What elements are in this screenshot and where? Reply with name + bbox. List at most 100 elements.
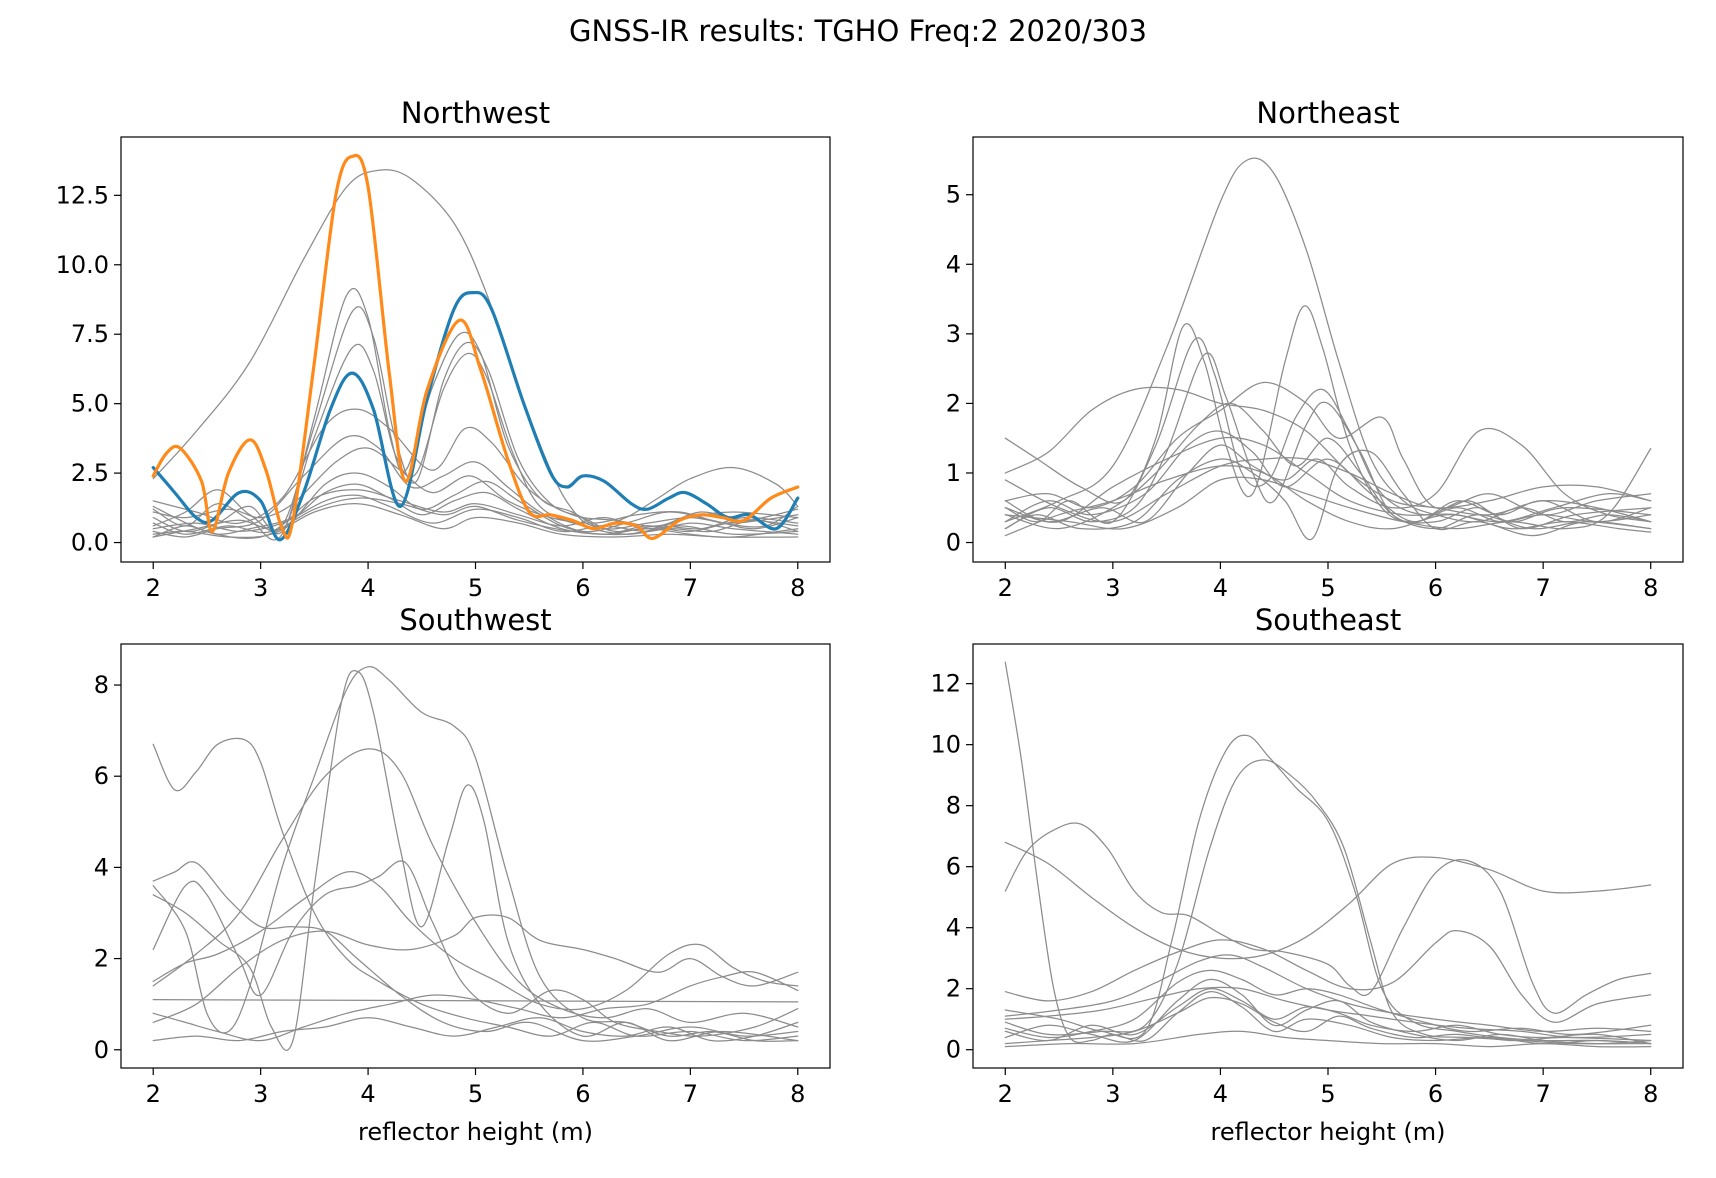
y-tick-label: 6 bbox=[94, 762, 109, 790]
series-group bbox=[152, 666, 799, 1051]
series-line bbox=[152, 670, 799, 1051]
series-line bbox=[152, 870, 799, 1011]
subplot-title: Northeast bbox=[1256, 96, 1399, 130]
x-tick-label: 8 bbox=[1643, 1080, 1658, 1108]
x-tick-label: 7 bbox=[1536, 1080, 1551, 1108]
x-tick-label: 7 bbox=[683, 1080, 698, 1108]
series-line bbox=[1004, 352, 1652, 530]
x-tick-label: 7 bbox=[1536, 574, 1551, 602]
series-line bbox=[1004, 954, 1652, 1033]
subplot-title: Southeast bbox=[1255, 603, 1401, 637]
axes-frame bbox=[972, 643, 1684, 1069]
subplot-southeast: 2 3 4 5 6 7 8 0 2 4 6 8 10 12 Southeast reflector heigh… bbox=[930, 603, 1684, 1146]
x-tick-label: 5 bbox=[468, 574, 483, 602]
y-tick-label: 0 bbox=[946, 1036, 961, 1064]
y-tick-label: 3 bbox=[946, 320, 961, 348]
series-line bbox=[1004, 930, 1652, 1023]
x-tick-label: 6 bbox=[575, 1080, 590, 1108]
x-axis-label: reflector height (m) bbox=[358, 1118, 593, 1146]
series-line bbox=[152, 748, 799, 1028]
series-line bbox=[152, 737, 799, 1042]
x-tick-label: 3 bbox=[1105, 1080, 1120, 1108]
series-line bbox=[1004, 465, 1652, 537]
x-tick-label: 8 bbox=[790, 574, 805, 602]
series-line bbox=[1004, 157, 1652, 523]
y-tick-label: 2 bbox=[946, 975, 961, 1003]
x-tick-label: 8 bbox=[1643, 574, 1658, 602]
series-line-blue bbox=[151, 290, 800, 542]
x-tick-label: 8 bbox=[790, 1080, 805, 1108]
figure-suptitle: GNSS-IR results: TGHO Freq:2 2020/303 bbox=[568, 14, 1148, 48]
x-tick-label: 7 bbox=[683, 574, 698, 602]
y-tick-label: 4 bbox=[94, 853, 109, 881]
series-line bbox=[1004, 986, 1652, 1039]
x-tick-label: 5 bbox=[468, 1080, 483, 1108]
x-tick-label: 6 bbox=[575, 574, 590, 602]
series-line bbox=[1004, 447, 1652, 530]
y-tick-label: 6 bbox=[946, 853, 961, 881]
series-line bbox=[152, 447, 799, 528]
series-line bbox=[1004, 978, 1652, 1045]
series-group bbox=[1004, 661, 1652, 1048]
series-line bbox=[1004, 427, 1652, 524]
subplot-southwest: 2 3 4 5 6 7 8 0 2 4 6 8 Southwest reflector height (m… bbox=[94, 603, 831, 1146]
y-tick-label: 2.5 bbox=[71, 459, 109, 487]
subplot-title: Southwest bbox=[399, 603, 551, 637]
x-tick-label: 3 bbox=[253, 1080, 268, 1108]
series-line bbox=[152, 1017, 799, 1042]
series-line bbox=[1004, 988, 1652, 1045]
y-tick-label: 5 bbox=[946, 181, 961, 209]
series-line bbox=[152, 408, 799, 527]
series-line bbox=[152, 860, 799, 1037]
subplot-title: Northwest bbox=[401, 96, 550, 130]
y-tick-label: 5.0 bbox=[71, 390, 109, 418]
y-tick-label: 8 bbox=[946, 792, 961, 820]
x-tick-label: 4 bbox=[360, 574, 375, 602]
series-line bbox=[1004, 430, 1652, 523]
y-tick-label: 8 bbox=[94, 671, 109, 699]
series-group bbox=[1004, 157, 1652, 541]
series-line bbox=[152, 861, 799, 1042]
series-line bbox=[152, 472, 799, 538]
x-tick-label: 4 bbox=[1213, 574, 1228, 602]
x-tick-label: 3 bbox=[1105, 574, 1120, 602]
series-line bbox=[1004, 436, 1652, 533]
axes-frame bbox=[972, 136, 1684, 563]
subplot-northeast: 2 3 4 5 6 7 8 0 1 2 3 4 5 Northeast bbox=[946, 96, 1684, 602]
series-line bbox=[1004, 1030, 1652, 1048]
x-tick-label: 4 bbox=[1213, 1080, 1228, 1108]
series-line-orange bbox=[151, 153, 800, 540]
series-line bbox=[1004, 305, 1652, 523]
axes-frame bbox=[120, 643, 831, 1069]
y-tick-label: 1 bbox=[946, 459, 961, 487]
series-line bbox=[1004, 969, 1652, 1039]
series-line bbox=[152, 306, 799, 533]
series-line bbox=[1004, 822, 1652, 1014]
y-tick-label: 7.5 bbox=[71, 320, 109, 348]
series-line bbox=[152, 914, 799, 1024]
series-line bbox=[152, 497, 799, 540]
x-tick-label: 5 bbox=[1320, 1080, 1335, 1108]
series-line bbox=[152, 998, 799, 1003]
y-tick-label: 10.0 bbox=[56, 251, 109, 279]
y-tick-label: 0 bbox=[94, 1036, 109, 1064]
y-tick-label: 0 bbox=[946, 529, 961, 557]
x-tick-label: 2 bbox=[146, 574, 161, 602]
x-tick-label: 2 bbox=[998, 574, 1013, 602]
x-tick-label: 2 bbox=[998, 1080, 1013, 1108]
y-tick-label: 10 bbox=[930, 731, 961, 759]
series-line bbox=[1004, 402, 1652, 530]
series-line bbox=[1004, 759, 1652, 1045]
x-tick-label: 4 bbox=[360, 1080, 375, 1108]
series-line bbox=[1004, 996, 1652, 1045]
y-tick-label: 4 bbox=[946, 914, 961, 942]
y-tick-label: 12 bbox=[930, 670, 961, 698]
series-line bbox=[152, 435, 799, 538]
x-tick-label: 3 bbox=[253, 574, 268, 602]
x-tick-label: 6 bbox=[1428, 1080, 1443, 1108]
subplot-northwest: 2 3 4 5 6 7 8 0.0 2.5 5.0 7.5 10.0 12.5 Northwest bbox=[56, 96, 831, 602]
y-tick-label: 2 bbox=[94, 945, 109, 973]
y-tick-label: 0.0 bbox=[71, 529, 109, 557]
y-tick-label: 2 bbox=[946, 389, 961, 417]
